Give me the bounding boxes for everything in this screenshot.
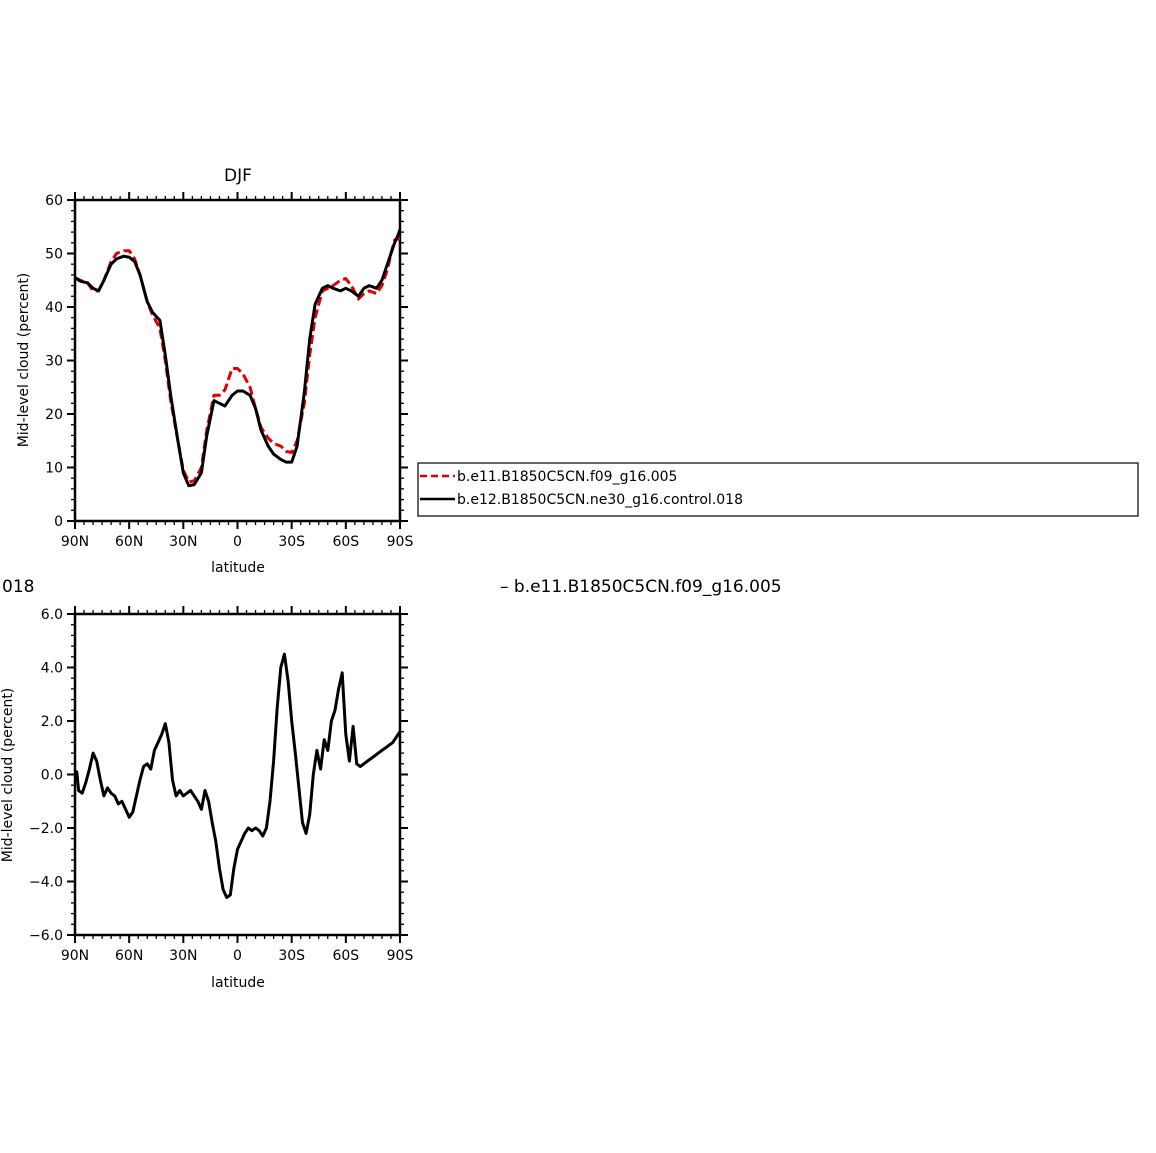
top-xtick-label: 60N (115, 534, 143, 550)
bottom-ytick-label: −2.0 (29, 821, 63, 837)
bottom-xaxis-label: latitude (211, 975, 265, 991)
bottom-ytick-label: 4.0 (41, 661, 63, 677)
top-ytick-label: 0 (54, 514, 63, 530)
bottom-xtick-label: 0 (233, 948, 242, 964)
top-plot-area: 90N 60N 30N 0 30S 60S 90S 0 10 20 30 40 50 60 (45, 192, 413, 550)
bottom-ytick-label: −6.0 (29, 928, 63, 944)
legend-box (417, 462, 1139, 517)
bottom-panel: 018 – b.e11.B1850C5CN.f09_g16.005 90N 60N… (0, 577, 782, 991)
legend-label-b-e11: b.e11.B1850C5CN.f09_g16.005 (457, 469, 677, 485)
bottom-ytick-label: 0.0 (41, 768, 63, 784)
top-series-line-1 (75, 228, 400, 488)
top-xtick-label: 30S (278, 534, 305, 550)
bottom-plot-area: 90N 60N 30N 0 30S 60S 90S −6.0 −4.0 −2.0 0.0 2.0 4.0… (29, 606, 413, 964)
top-series-line-0 (75, 235, 400, 484)
bottom-xtick-label: 90S (387, 948, 414, 964)
top-ytick-label: 50 (45, 247, 63, 263)
bottom-ytick-label: 2.0 (41, 714, 63, 730)
top-ytick-label: 30 (45, 354, 63, 370)
bottom-xtick-label: 30N (169, 948, 197, 964)
top-panel-title: DJF (224, 166, 252, 186)
bottom-xtick-label: 60N (115, 948, 143, 964)
bottom-xtick-label: 90N (61, 948, 89, 964)
top-plot-frame (73, 198, 402, 523)
top-yaxis-label: Mid-level cloud (percent) (16, 273, 32, 448)
top-panel: DJF 90N 60N 30N 0 30S 60S 90S 0 10 20 30 40 50 60 lat… (16, 166, 413, 576)
bottom-title-right: – b.e11.B1850C5CN.f09_g16.005 (500, 577, 782, 597)
bottom-ytick-label: 6.0 (41, 607, 63, 623)
bottom-title-fragment: 018 (2, 577, 34, 597)
top-xtick-label: 30N (169, 534, 197, 550)
top-xtick-label: 60S (332, 534, 359, 550)
bottom-yaxis-label: Mid-level cloud (percent) (0, 688, 16, 863)
top-ytick-label: 40 (45, 300, 63, 316)
bottom-plot-frame (73, 612, 402, 937)
top-xtick-label: 90N (61, 534, 89, 550)
legend-label-b-e12: b.e12.B1850C5CN.ne30_g16.control.018 (457, 492, 743, 508)
top-ytick-label: 10 (45, 461, 63, 477)
top-ytick-label: 20 (45, 407, 63, 423)
top-xtick-label: 90S (387, 534, 414, 550)
bottom-xtick-label: 30S (278, 948, 305, 964)
top-xaxis-label: latitude (211, 560, 265, 576)
bottom-xtick-label: 60S (332, 948, 359, 964)
bottom-ytick-label: −4.0 (29, 875, 63, 891)
bottom-series-line-0 (75, 652, 400, 899)
top-xtick-label: 0 (233, 534, 242, 550)
top-ytick-label: 60 (45, 193, 63, 209)
legend: b.e11.B1850C5CN.f09_g16.005 b.e12.B1850C… (417, 462, 1139, 517)
